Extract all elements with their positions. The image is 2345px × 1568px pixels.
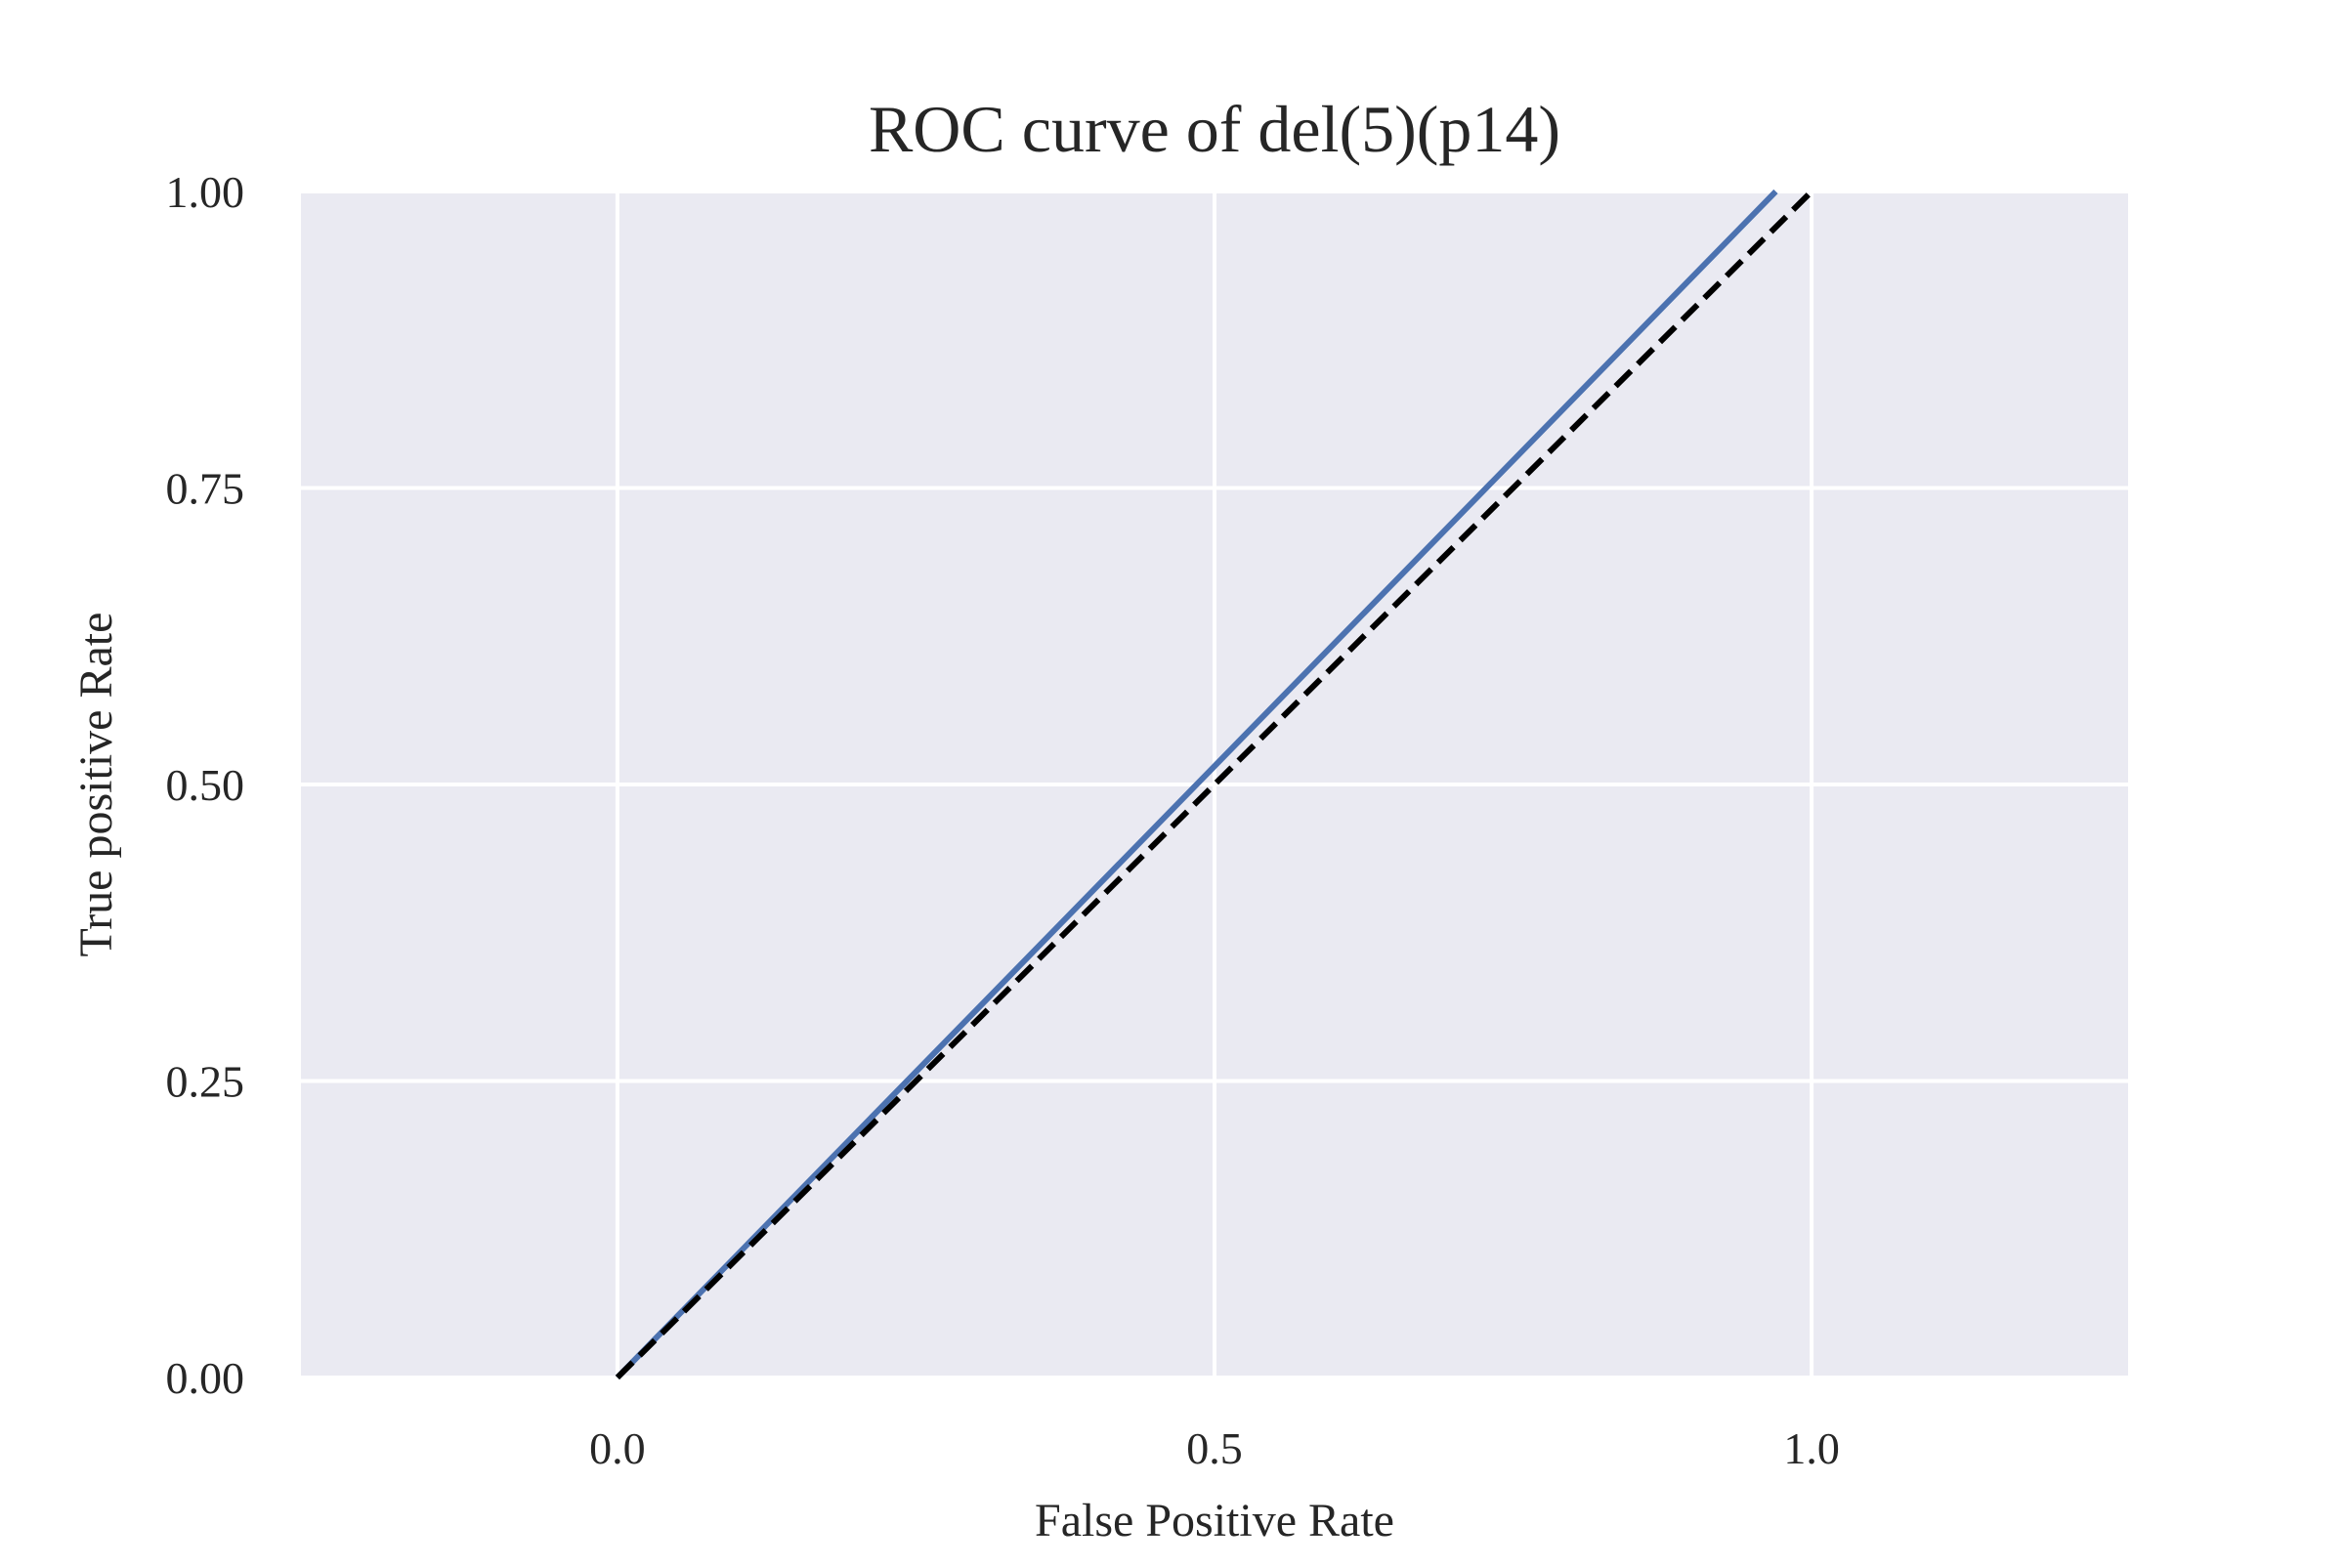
y-tick-label: 0.75 [166,464,245,514]
x-tick-labels: 0.0 0.5 1.0 [589,1423,1840,1473]
y-tick-label: 1.00 [166,167,245,217]
x-axis-label: False Positive Rate [1035,1495,1394,1547]
series-lines [615,189,1814,1380]
chart-title: ROC curve of del(5)(p14) [869,92,1560,166]
y-tick-label: 0.25 [166,1057,245,1107]
x-tick-label: 0.0 [589,1423,646,1473]
x-tick-label: 0.5 [1186,1423,1243,1473]
y-axis-label: True positive Rate [70,613,122,957]
grid-lines [301,190,2128,1379]
y-tick-label: 0.00 [166,1353,245,1403]
y-tick-label: 0.50 [166,760,245,810]
y-tick-labels: 0.00 0.25 0.50 0.75 1.00 [166,167,245,1403]
x-tick-label: 1.0 [1783,1423,1840,1473]
roc-curve-line [615,189,1778,1380]
